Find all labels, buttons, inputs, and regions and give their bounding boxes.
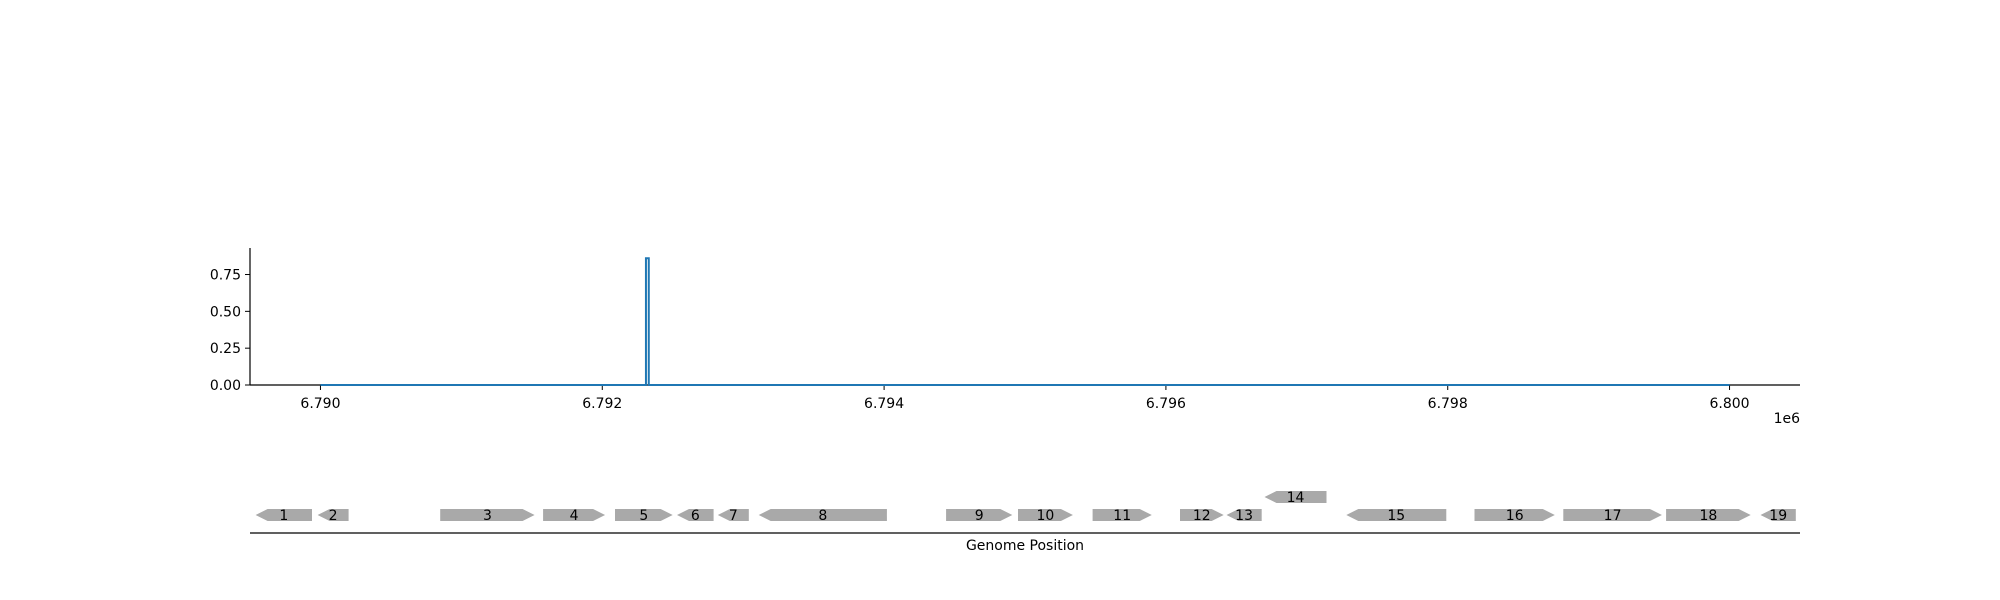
gene-arrow-6 [677,509,714,521]
gene-label-14: 14 [1287,490,1305,506]
gene-label-8: 8 [818,508,827,524]
gene-label-19: 19 [1769,508,1787,524]
gene-label-13: 13 [1235,508,1253,524]
gene-arrow-5 [615,509,673,521]
gene-arrow-9 [946,509,1013,521]
gene-arrow-16 [1474,509,1555,521]
gene-label-2: 2 [329,508,338,524]
x-tick-label: 6.800 [1709,396,1749,412]
gene-arrow-19 [1760,509,1796,521]
gene-label-12: 12 [1193,508,1211,524]
gene-label-4: 4 [570,508,579,524]
x-tick-label: 6.798 [1428,396,1468,412]
x-tick-label: 6.792 [582,396,622,412]
gene-label-6: 6 [691,508,700,524]
gene-label-10: 10 [1036,508,1054,524]
gene-arrow-1 [255,509,312,521]
x-tick-label: 6.796 [1146,396,1186,412]
gene-label-17: 17 [1604,508,1622,524]
x-tick-label: 6.794 [864,396,904,412]
gene-label-9: 9 [975,508,984,524]
gene-arrow-3 [440,509,535,521]
y-tick-label: 0.75 [210,268,241,284]
gene-arrow-8 [758,509,887,521]
coverage-series-line [320,257,1730,386]
gene-arrow-14 [1264,491,1327,503]
coverage-plot: 0.000.250.500.75 6.790 6.792 6.794 6.796 6.7… [210,248,1800,427]
gene-arrow-15 [1346,509,1447,521]
gene-arrow-4 [543,509,606,521]
gene-label-11: 11 [1113,508,1131,524]
gene-arrow-7 [717,509,749,521]
gene-label-7: 7 [729,508,738,524]
gene-arrow-17 [1563,509,1662,521]
gene-arrow-10 [1018,509,1073,521]
y-tick-label: 0.50 [210,304,241,320]
gene-label-15: 15 [1387,508,1405,524]
y-axis-ticks: 0.00 0.25 0.50 0.75 [210,268,250,394]
gene-arrow-12 [1180,509,1224,521]
x-axis-offset-label: 1e6 [1774,411,1801,427]
y-tick-label: 0.00 [210,378,241,394]
x-tick-label: 6.790 [300,396,340,412]
gene-arrow-2 [317,509,349,521]
gene-arrow-13 [1226,509,1262,521]
y-tick-label: 0.25 [210,341,241,357]
gene-arrow-11 [1092,509,1152,521]
gene-label-5: 5 [639,508,648,524]
gene-label-3: 3 [483,508,492,524]
gene-track-xlabel: Genome Position [966,538,1084,554]
gene-label-16: 16 [1506,508,1524,524]
gene-label-1: 1 [279,508,288,524]
gene-label-18: 18 [1699,508,1717,524]
gene-arrow-18 [1666,509,1751,521]
x-axis-ticks: 6.790 6.792 6.794 6.796 6.798 6.800 [300,385,1750,412]
